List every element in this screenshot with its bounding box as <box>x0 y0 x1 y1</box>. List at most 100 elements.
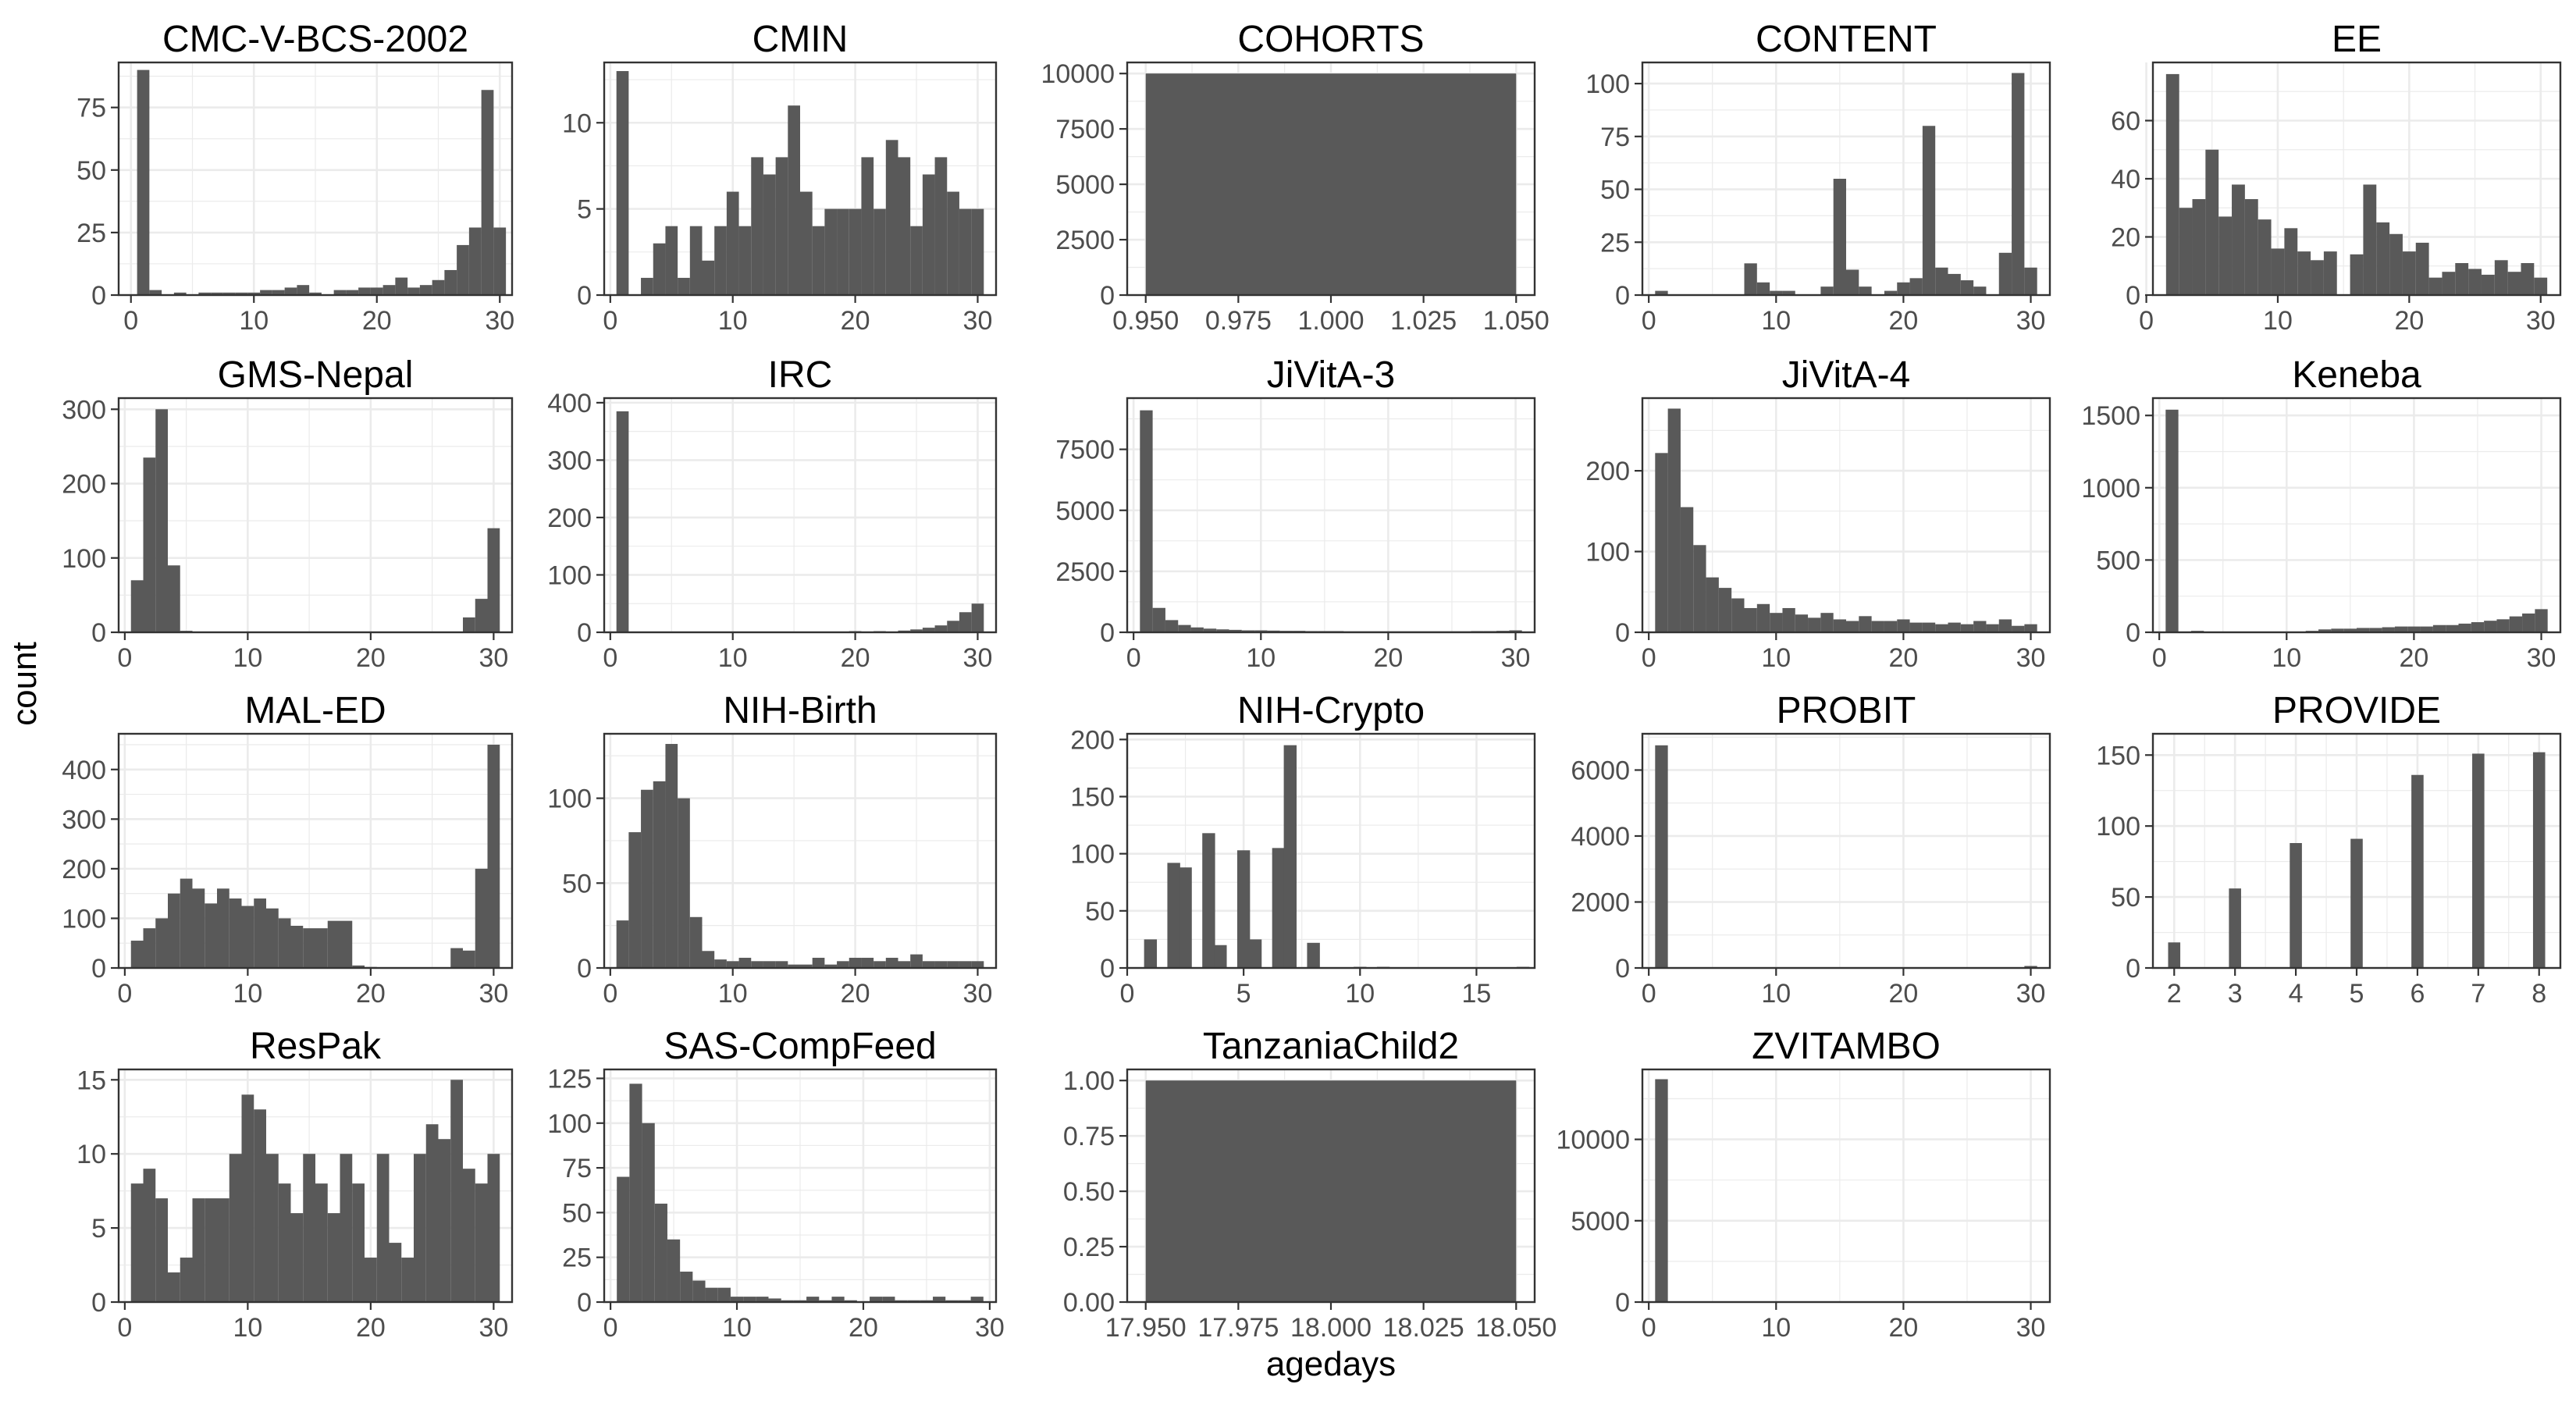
histogram-bar <box>1782 607 1795 632</box>
x-tick-label: 10 <box>1761 643 1791 673</box>
panel-border <box>117 397 514 634</box>
panel-border <box>603 397 998 634</box>
histogram-bar <box>2205 149 2219 295</box>
panel-provide: 0 50 100 150 2 3 4 5 6 7 8 PROVIDE <box>2096 690 2562 1009</box>
panel-content: 0 25 50 75 100 0 10 20 30 CONTENT <box>1585 19 2051 336</box>
histogram-bar <box>149 290 162 295</box>
x-tick-label: 17.975 <box>1197 1313 1279 1343</box>
panel-nih-crypto: 0 50 100 150 200 0 5 10 15 NIH-Crypto <box>1070 690 1536 1009</box>
histogram-bar <box>487 744 500 968</box>
histogram-bar <box>192 1198 205 1302</box>
histogram-bar <box>705 1287 718 1302</box>
histogram-bar <box>1667 408 1681 632</box>
panel-border <box>117 732 514 970</box>
histogram-bar <box>2507 272 2521 295</box>
histogram-bar <box>229 898 242 968</box>
histogram-bar <box>468 227 482 295</box>
y-tick-label: 0 <box>577 281 592 311</box>
x-tick-label: 20 <box>1888 1313 1918 1343</box>
histogram-bar <box>1655 745 1668 968</box>
histogram-bar <box>1846 621 1859 632</box>
histogram-bar <box>352 1183 365 1302</box>
y-tick-label: 100 <box>1585 69 1630 99</box>
y-tick-label: 25 <box>76 219 106 248</box>
histogram-bar <box>756 1297 769 1302</box>
y-tick-label: 75 <box>1600 123 1630 152</box>
histogram-bar <box>284 287 297 295</box>
panel-border <box>1641 1068 2051 1304</box>
histogram-bar <box>800 964 813 968</box>
histogram-bar <box>205 903 217 968</box>
y-tick-label: 0 <box>1100 954 1115 984</box>
histogram-bar <box>303 928 315 968</box>
panel-background <box>604 398 996 632</box>
histogram-bar <box>1248 939 1262 968</box>
x-tick-label: 20 <box>356 979 386 1009</box>
panel-title: JiVitA-4 <box>1782 354 1911 396</box>
panel-title: IRC <box>768 354 833 396</box>
x-tick-label: 0 <box>117 979 132 1009</box>
histogram-bar <box>1756 603 1770 632</box>
histogram-bar <box>861 957 874 968</box>
histogram-bar <box>726 191 739 295</box>
x-tick-label: 0 <box>2152 643 2167 673</box>
x-tick-label: 20 <box>1888 306 1918 336</box>
x-tick-label: 20 <box>1888 979 1918 1009</box>
y-tick-label: 300 <box>547 446 592 475</box>
y-tick-label: 5 <box>577 195 592 225</box>
x-tick-label: 5 <box>1236 979 1251 1009</box>
y-tick-label: 0.75 <box>1063 1122 1115 1151</box>
histogram-bar <box>692 1280 706 1302</box>
panel-border <box>2151 397 2562 634</box>
panel-border <box>1641 61 2051 297</box>
x-tick-label: 30 <box>479 979 508 1009</box>
histogram-bar <box>2415 242 2429 295</box>
histogram-bar <box>665 744 678 968</box>
histogram-bar <box>2357 628 2370 632</box>
histogram-bar <box>689 916 703 968</box>
histogram-bar <box>143 1169 156 1302</box>
histogram-bar <box>2521 263 2535 295</box>
x-tick-label: 10 <box>1761 1313 1791 1343</box>
histogram-bar <box>198 292 212 295</box>
histogram-bar <box>407 287 420 295</box>
panel-background <box>1642 1069 2050 1302</box>
y-tick-label: 50 <box>562 1198 592 1228</box>
histogram-bar <box>1165 620 1179 633</box>
x-tick-label: 30 <box>2016 306 2046 336</box>
histogram-bar <box>726 961 739 968</box>
histogram-bar <box>2376 222 2390 296</box>
histogram-bar <box>763 961 776 968</box>
x-tick-label: 0.950 <box>1112 306 1179 336</box>
histogram-bar <box>959 961 972 968</box>
x-tick-label: 30 <box>479 1313 508 1343</box>
histogram-bar <box>2012 625 2025 632</box>
histogram-bar <box>1871 621 1884 632</box>
histogram-bar <box>1756 282 1770 295</box>
panel-title: TanzaniaChild2 <box>1203 1026 1459 1067</box>
histogram-bar <box>1897 619 1910 632</box>
panel-title: PROVIDE <box>2272 690 2441 731</box>
histogram-bar <box>629 1083 642 1302</box>
histogram-bar <box>665 226 678 295</box>
histogram-bar <box>947 191 959 295</box>
panel-border <box>1126 732 1536 970</box>
x-tick-label: 20 <box>2399 643 2428 673</box>
x-tick-label: 0 <box>1642 306 1656 336</box>
histogram-bar <box>2402 251 2416 296</box>
histogram-bar <box>1744 263 1757 295</box>
y-tick-label: 75 <box>76 94 106 123</box>
histogram-bar <box>788 105 800 295</box>
x-tick-label: 0 <box>1120 979 1135 1009</box>
panel-ee: 0 20 40 60 0 10 20 30 EE <box>2111 19 2562 336</box>
histogram-bar <box>2484 621 2497 632</box>
y-tick-label: 1000 <box>2081 474 2140 503</box>
y-tick-label: 0 <box>91 954 106 984</box>
panel-title: NIH-Crypto <box>1237 690 1425 731</box>
y-tick-label: 2000 <box>1571 888 1630 917</box>
histogram-bar <box>450 1080 463 1302</box>
panel-title: CMC-V-BCS-2002 <box>162 19 468 60</box>
y-tick-label: 50 <box>562 869 592 898</box>
histogram-bar <box>2179 208 2193 295</box>
histogram-bar <box>922 628 935 632</box>
